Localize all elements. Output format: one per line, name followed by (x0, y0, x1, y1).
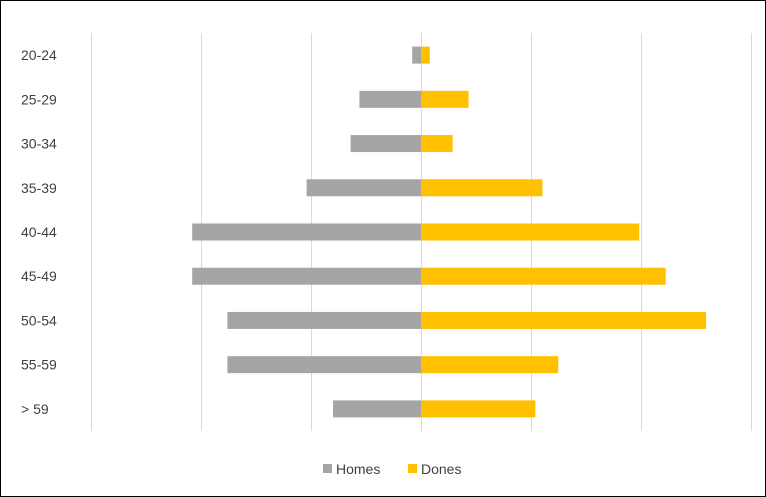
bar-dones-59 (421, 400, 536, 418)
legend-swatch-homes (323, 464, 332, 473)
bar-dones-5559 (421, 356, 559, 374)
bar-homes-3034 (350, 135, 421, 153)
bar-homes-5559 (227, 356, 421, 374)
legend-label-dones: Dones (421, 461, 461, 477)
bar-dones-4044 (421, 223, 640, 241)
bar-homes-5054 (227, 311, 421, 329)
legend-swatch-dones (408, 464, 417, 473)
category-label: 20-24 (21, 47, 57, 63)
legend: Homes Dones (323, 461, 461, 477)
bar-dones-5054 (421, 311, 707, 329)
bar-dones-4549 (421, 267, 666, 285)
bar-homes-4044 (192, 223, 421, 241)
category-label: 55-59 (21, 357, 57, 373)
category-label: 30-34 (21, 136, 57, 152)
bars (192, 46, 707, 418)
bar-homes-4549 (192, 267, 421, 285)
bar-dones-2529 (421, 90, 469, 108)
category-axis-labels: 20-24 25-29 30-34 35-39 40-44 45-49 50-54 55-59… (21, 47, 57, 417)
bar-dones-3034 (421, 135, 453, 153)
bar-dones-3539 (421, 179, 543, 197)
category-label: 50-54 (21, 312, 57, 328)
bar-homes-2024 (412, 46, 421, 64)
bar-dones-2024 (421, 46, 430, 64)
category-label: > 59 (21, 401, 49, 417)
category-label: 35-39 (21, 180, 57, 196)
bar-homes-59 (333, 400, 421, 418)
category-label: 40-44 (21, 224, 57, 240)
bar-homes-3539 (306, 179, 421, 197)
category-label: 45-49 (21, 268, 57, 284)
category-label: 25-29 (21, 91, 57, 107)
bar-homes-2529 (359, 90, 421, 108)
legend-label-homes: Homes (336, 461, 380, 477)
